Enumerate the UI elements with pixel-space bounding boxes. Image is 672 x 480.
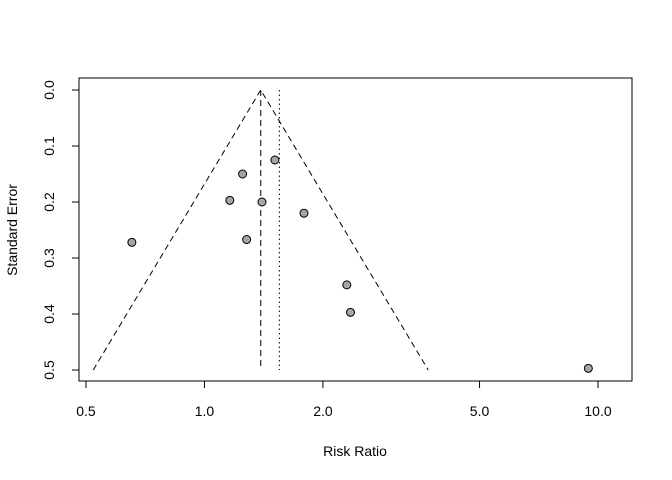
study-point [127, 237, 137, 247]
study-point [299, 208, 309, 218]
y-axis-title: Standard Error [4, 184, 20, 276]
y-tick-label: 0.0 [41, 80, 57, 100]
study-point [242, 235, 252, 245]
x-axis-title: Risk Ratio [323, 443, 387, 459]
y-tick-label: 0.5 [41, 360, 57, 380]
y-tick-label: 0.1 [41, 136, 57, 156]
study-point [270, 155, 280, 165]
data-points [127, 155, 593, 373]
y-tick-label: 0.2 [41, 192, 57, 212]
x-tick-label: 0.5 [76, 403, 96, 419]
x-tick-label: 1.0 [195, 403, 215, 419]
x-axis: 0.5 1.0 2.0 5.0 10.0 [76, 380, 612, 419]
funnel-region [92, 89, 429, 371]
y-tick-label: 0.4 [41, 304, 57, 324]
plot-frame [78, 77, 633, 382]
x-tick-label: 10.0 [584, 403, 611, 419]
x-tick-label: 2.0 [313, 403, 333, 419]
study-point [225, 195, 235, 205]
study-point [342, 280, 352, 290]
study-point [583, 363, 593, 373]
study-point [345, 307, 355, 317]
x-tick-label: 5.0 [470, 403, 490, 419]
y-axis: 0.0 0.1 0.2 0.3 0.4 0.5 [41, 80, 80, 380]
funnel-ci-lines [92, 89, 429, 371]
y-tick-label: 0.3 [41, 248, 57, 268]
study-point [257, 197, 267, 207]
study-point [238, 169, 248, 179]
